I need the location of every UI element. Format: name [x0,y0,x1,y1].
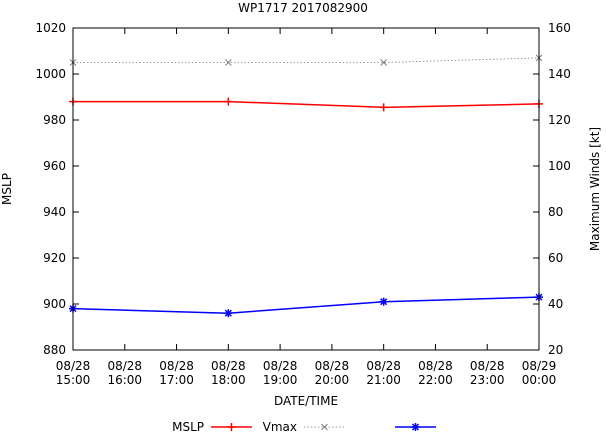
x-tick-label-date: 08/28 [470,359,505,373]
data-point-mslp [379,297,388,306]
x-tick-label-date: 08/28 [107,359,142,373]
tick-layer: 880 900 920 940 960 980 1000 1020 20 40 60 80 100 120… [35,21,570,387]
x-tick-label-date: 08/28 [263,359,298,373]
y-right-tick-label: 40 [548,297,563,311]
chart-title: WP1717 2017082900 [238,1,368,15]
x-tick-label-time: 19:00 [263,373,298,387]
data-point-penv [224,97,233,106]
legend-marker-mslp [411,423,420,431]
x-tick-label-time: 00:00 [522,373,557,387]
legend-label-vmax: Vmax [263,420,297,432]
plot-frame [72,27,540,351]
data-point-vmax [380,59,388,66]
y-right-tick-label: 60 [548,251,563,265]
x-tick-label-date: 08/28 [211,359,246,373]
x-tick-label-time: 16:00 [107,373,142,387]
legend-title: MSLP [172,420,204,432]
legend: MSLP PenvVmax [172,420,436,432]
y-right-tick-label: 80 [548,205,563,219]
x-tick-label-time: 23:00 [470,373,505,387]
x-tick-label-time: 22:00 [418,373,453,387]
data-point-vmax [224,59,232,66]
y-left-tick-label: 960 [43,159,66,173]
series-line-penv [73,100,540,109]
series-line-mslp [72,296,540,314]
y-left-tick-label: 940 [43,205,66,219]
y-right-tick-label: 120 [548,113,571,127]
y-left-tick-label: 920 [43,251,66,265]
series-layer [69,54,543,318]
y-left-tick-label: 880 [43,343,66,357]
x-tick-label-time: 17:00 [159,373,194,387]
x-tick-label-date: 08/28 [56,359,91,373]
y-left-tick-label: 980 [43,113,66,127]
x-tick-label-time: 20:00 [315,373,350,387]
x-axis-label: DATE/TIME [274,394,338,408]
y-left-tick-label: 1020 [35,21,66,35]
x-tick-label-time: 18:00 [211,373,246,387]
series-line-vmax [73,57,540,63]
data-point-penv [379,103,388,112]
y-left-tick-label: 900 [43,297,66,311]
y-left-axis-label: MSLP [0,173,14,205]
x-tick-label-date: 08/28 [366,359,401,373]
x-tick-label-date: 08/28 [418,359,453,373]
data-point-mslp [224,309,233,318]
x-tick-label-time: 15:00 [56,373,91,387]
x-tick-label-time: 21:00 [366,373,401,387]
y-left-tick-label: 1000 [35,67,66,81]
y-right-tick-label: 20 [548,343,563,357]
x-tick-label-date: 08/29 [522,359,557,373]
legend-marker-penv [227,423,236,431]
legend-marker-vmax [321,423,328,431]
x-tick-label-date: 08/28 [315,359,350,373]
y-right-axis-label: Maximum Winds [kt] [588,127,602,251]
x-tick-label-date: 08/28 [159,359,194,373]
y-right-tick-label: 100 [548,159,571,173]
y-right-tick-label: 160 [548,21,571,35]
y-right-tick-label: 140 [548,67,571,81]
